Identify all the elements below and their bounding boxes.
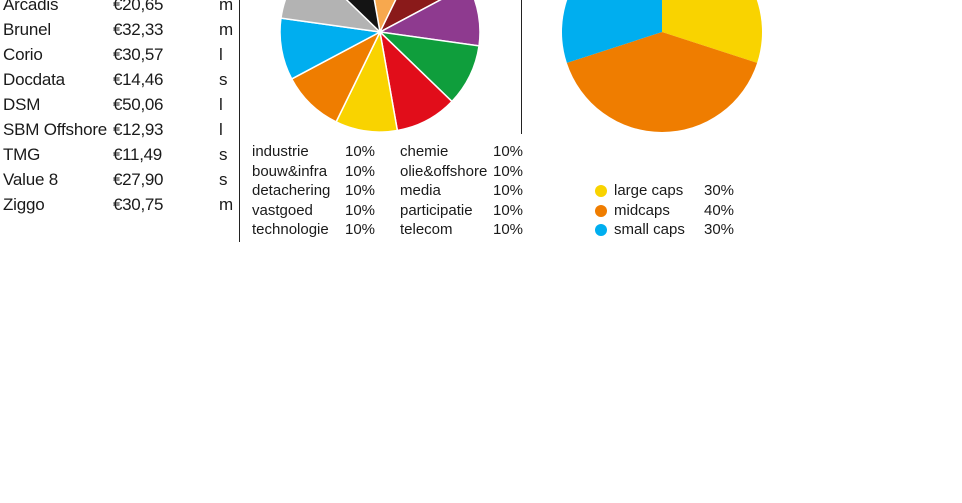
pie-slice-participatie <box>280 0 383 34</box>
legend-value: 10% <box>345 162 376 180</box>
table-row: Value 8 €27,90 s <box>3 167 233 192</box>
stock-name: Corio <box>3 45 43 64</box>
legend-value: 10% <box>493 162 524 180</box>
stock-size: s <box>219 170 228 189</box>
legend-label: technologie <box>252 221 329 238</box>
legend-label: midcaps <box>614 201 670 219</box>
stock-size: m <box>219 0 234 14</box>
legend-label: small caps <box>614 221 685 238</box>
stock-name: Value 8 <box>3 170 58 189</box>
table-row: Corio €30,57 l <box>3 42 233 67</box>
stock-size: m <box>219 195 234 214</box>
stock-size: l <box>219 95 223 114</box>
legend-label: olie&offshore <box>400 162 488 180</box>
sector-pie-chart <box>279 0 481 133</box>
stock-size: m <box>219 20 234 39</box>
stock-price: €27,90 <box>113 170 164 189</box>
legend-swatch <box>595 224 607 236</box>
stock-name: TMG <box>3 145 41 164</box>
legend-value: 30% <box>704 182 735 199</box>
legend-value: 40% <box>704 201 735 219</box>
pie-slice-large-caps <box>662 0 762 63</box>
divider-right <box>521 0 522 134</box>
legend-value: 30% <box>704 221 735 238</box>
stock-price: €30,57 <box>113 45 164 64</box>
legend-label: participatie <box>400 201 473 219</box>
stock-price: €11,49 <box>113 145 162 164</box>
stock-price: €12,93 <box>113 120 164 139</box>
legend-label: vastgoed <box>252 201 313 219</box>
pie-slice-industrie <box>373 0 397 35</box>
stock-price: €20,65 <box>113 0 164 14</box>
table-row: DSM €50,06 l <box>3 92 233 117</box>
stock-size: l <box>219 45 223 64</box>
table-row: TMG €11,49 s <box>3 142 233 167</box>
legend-value: 10% <box>493 182 524 199</box>
divider-left <box>239 0 240 242</box>
stock-name: SBM Offshore <box>3 120 108 139</box>
legend-label: chemie <box>400 143 449 160</box>
stock-name: Ziggo <box>3 195 45 214</box>
stock-price: €50,06 <box>113 95 164 114</box>
stock-price: €14,46 <box>113 70 164 89</box>
stock-size: l <box>219 120 223 139</box>
stock-size: s <box>219 145 228 164</box>
legend-value: 10% <box>345 182 376 199</box>
legend-label: telecom <box>400 221 453 238</box>
legend-value: 10% <box>493 143 524 160</box>
market-cap-pie-chart <box>562 0 762 133</box>
stock-price: €30,75 <box>113 195 164 214</box>
table-row: Ziggo €30,75 m <box>3 192 233 217</box>
stock-name: Arcadis <box>3 0 59 14</box>
pie-slice-small-caps <box>562 0 662 63</box>
legend-label: large caps <box>614 182 684 199</box>
stock-name: DSM <box>3 95 41 114</box>
legend-value: 10% <box>345 143 376 160</box>
stock-name: Brunel <box>3 20 51 39</box>
table-row: Arcadis €20,65 m <box>3 0 233 17</box>
stock-table: Arcadis €20,65 m Brunel €32,33 m Corio €30,57 l D… <box>3 0 233 217</box>
table-row: Docdata €14,46 s <box>3 67 233 92</box>
legend-value: 10% <box>345 221 376 238</box>
pie-slice-midcaps <box>566 32 758 133</box>
legend-value: 10% <box>345 201 376 219</box>
legend-label: industrie <box>252 143 309 160</box>
pie-slice-telecom <box>345 0 382 35</box>
legend-swatch <box>595 185 607 197</box>
legend-label: bouw&infra <box>252 162 328 180</box>
legend-label: media <box>400 182 441 199</box>
legend-value: 10% <box>493 201 524 219</box>
table-row: Brunel €32,33 m <box>3 17 233 42</box>
stock-size: s <box>219 70 228 89</box>
legend-value: 10% <box>493 221 524 238</box>
stock-name: Docdata <box>3 70 65 89</box>
legend-label: detachering <box>252 182 331 199</box>
stock-price: €32,33 <box>113 20 164 39</box>
table-row: SBM Offshore €12,93 l <box>3 117 233 142</box>
legend-swatch <box>595 204 607 217</box>
